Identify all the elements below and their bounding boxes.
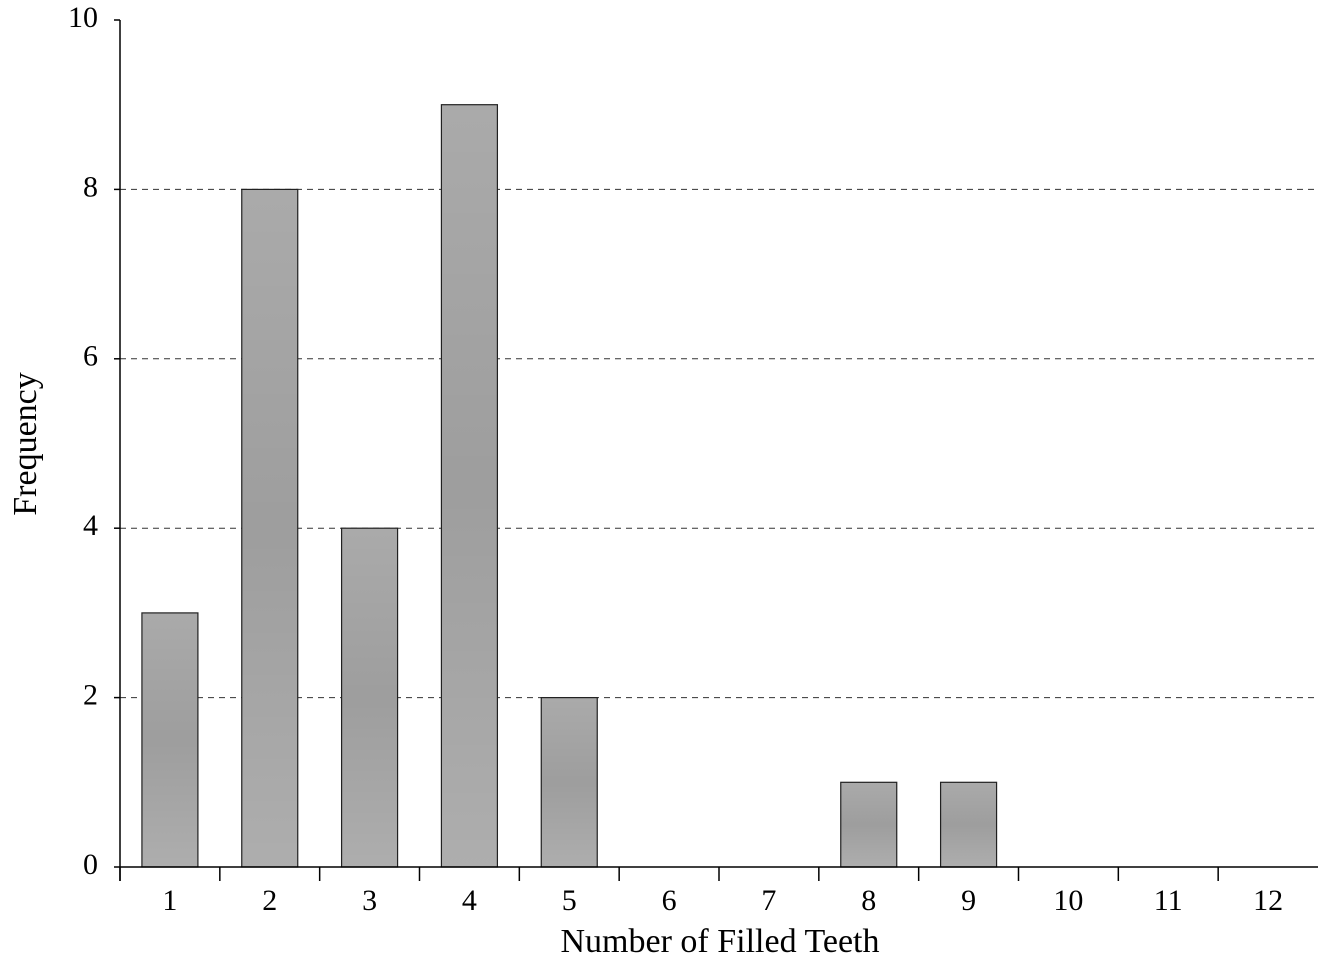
y-tick-label: 4	[83, 509, 98, 542]
y-tick-label: 2	[83, 678, 98, 711]
x-tick-label: 4	[462, 884, 477, 917]
bar-shade	[541, 697, 598, 867]
y-tick-label: 10	[68, 1, 98, 34]
bar-shade	[141, 612, 198, 867]
x-axis-label: Number of Filled Teeth	[561, 923, 880, 960]
x-tick-label: 2	[262, 884, 277, 917]
bar-shade	[341, 528, 398, 867]
bar-shade	[840, 782, 897, 867]
x-tick-label: 1	[162, 884, 177, 917]
x-tick-label: 7	[761, 884, 776, 917]
bar-shade	[441, 104, 498, 867]
y-tick-label: 0	[83, 848, 98, 881]
x-tick-label: 11	[1154, 884, 1183, 917]
x-tick-label: 9	[961, 884, 976, 917]
x-tick-label: 8	[861, 884, 876, 917]
bar-shade	[241, 189, 298, 867]
x-tick-label: 6	[662, 884, 677, 917]
x-tick-label: 12	[1253, 884, 1283, 917]
bar-shade	[940, 782, 997, 867]
y-tick-label: 6	[83, 340, 98, 373]
x-tick-label: 3	[362, 884, 377, 917]
x-tick-label: 5	[562, 884, 577, 917]
y-tick-label: 8	[83, 170, 98, 203]
x-tick-label: 10	[1053, 884, 1083, 917]
y-axis-label: Frequency	[7, 372, 44, 516]
